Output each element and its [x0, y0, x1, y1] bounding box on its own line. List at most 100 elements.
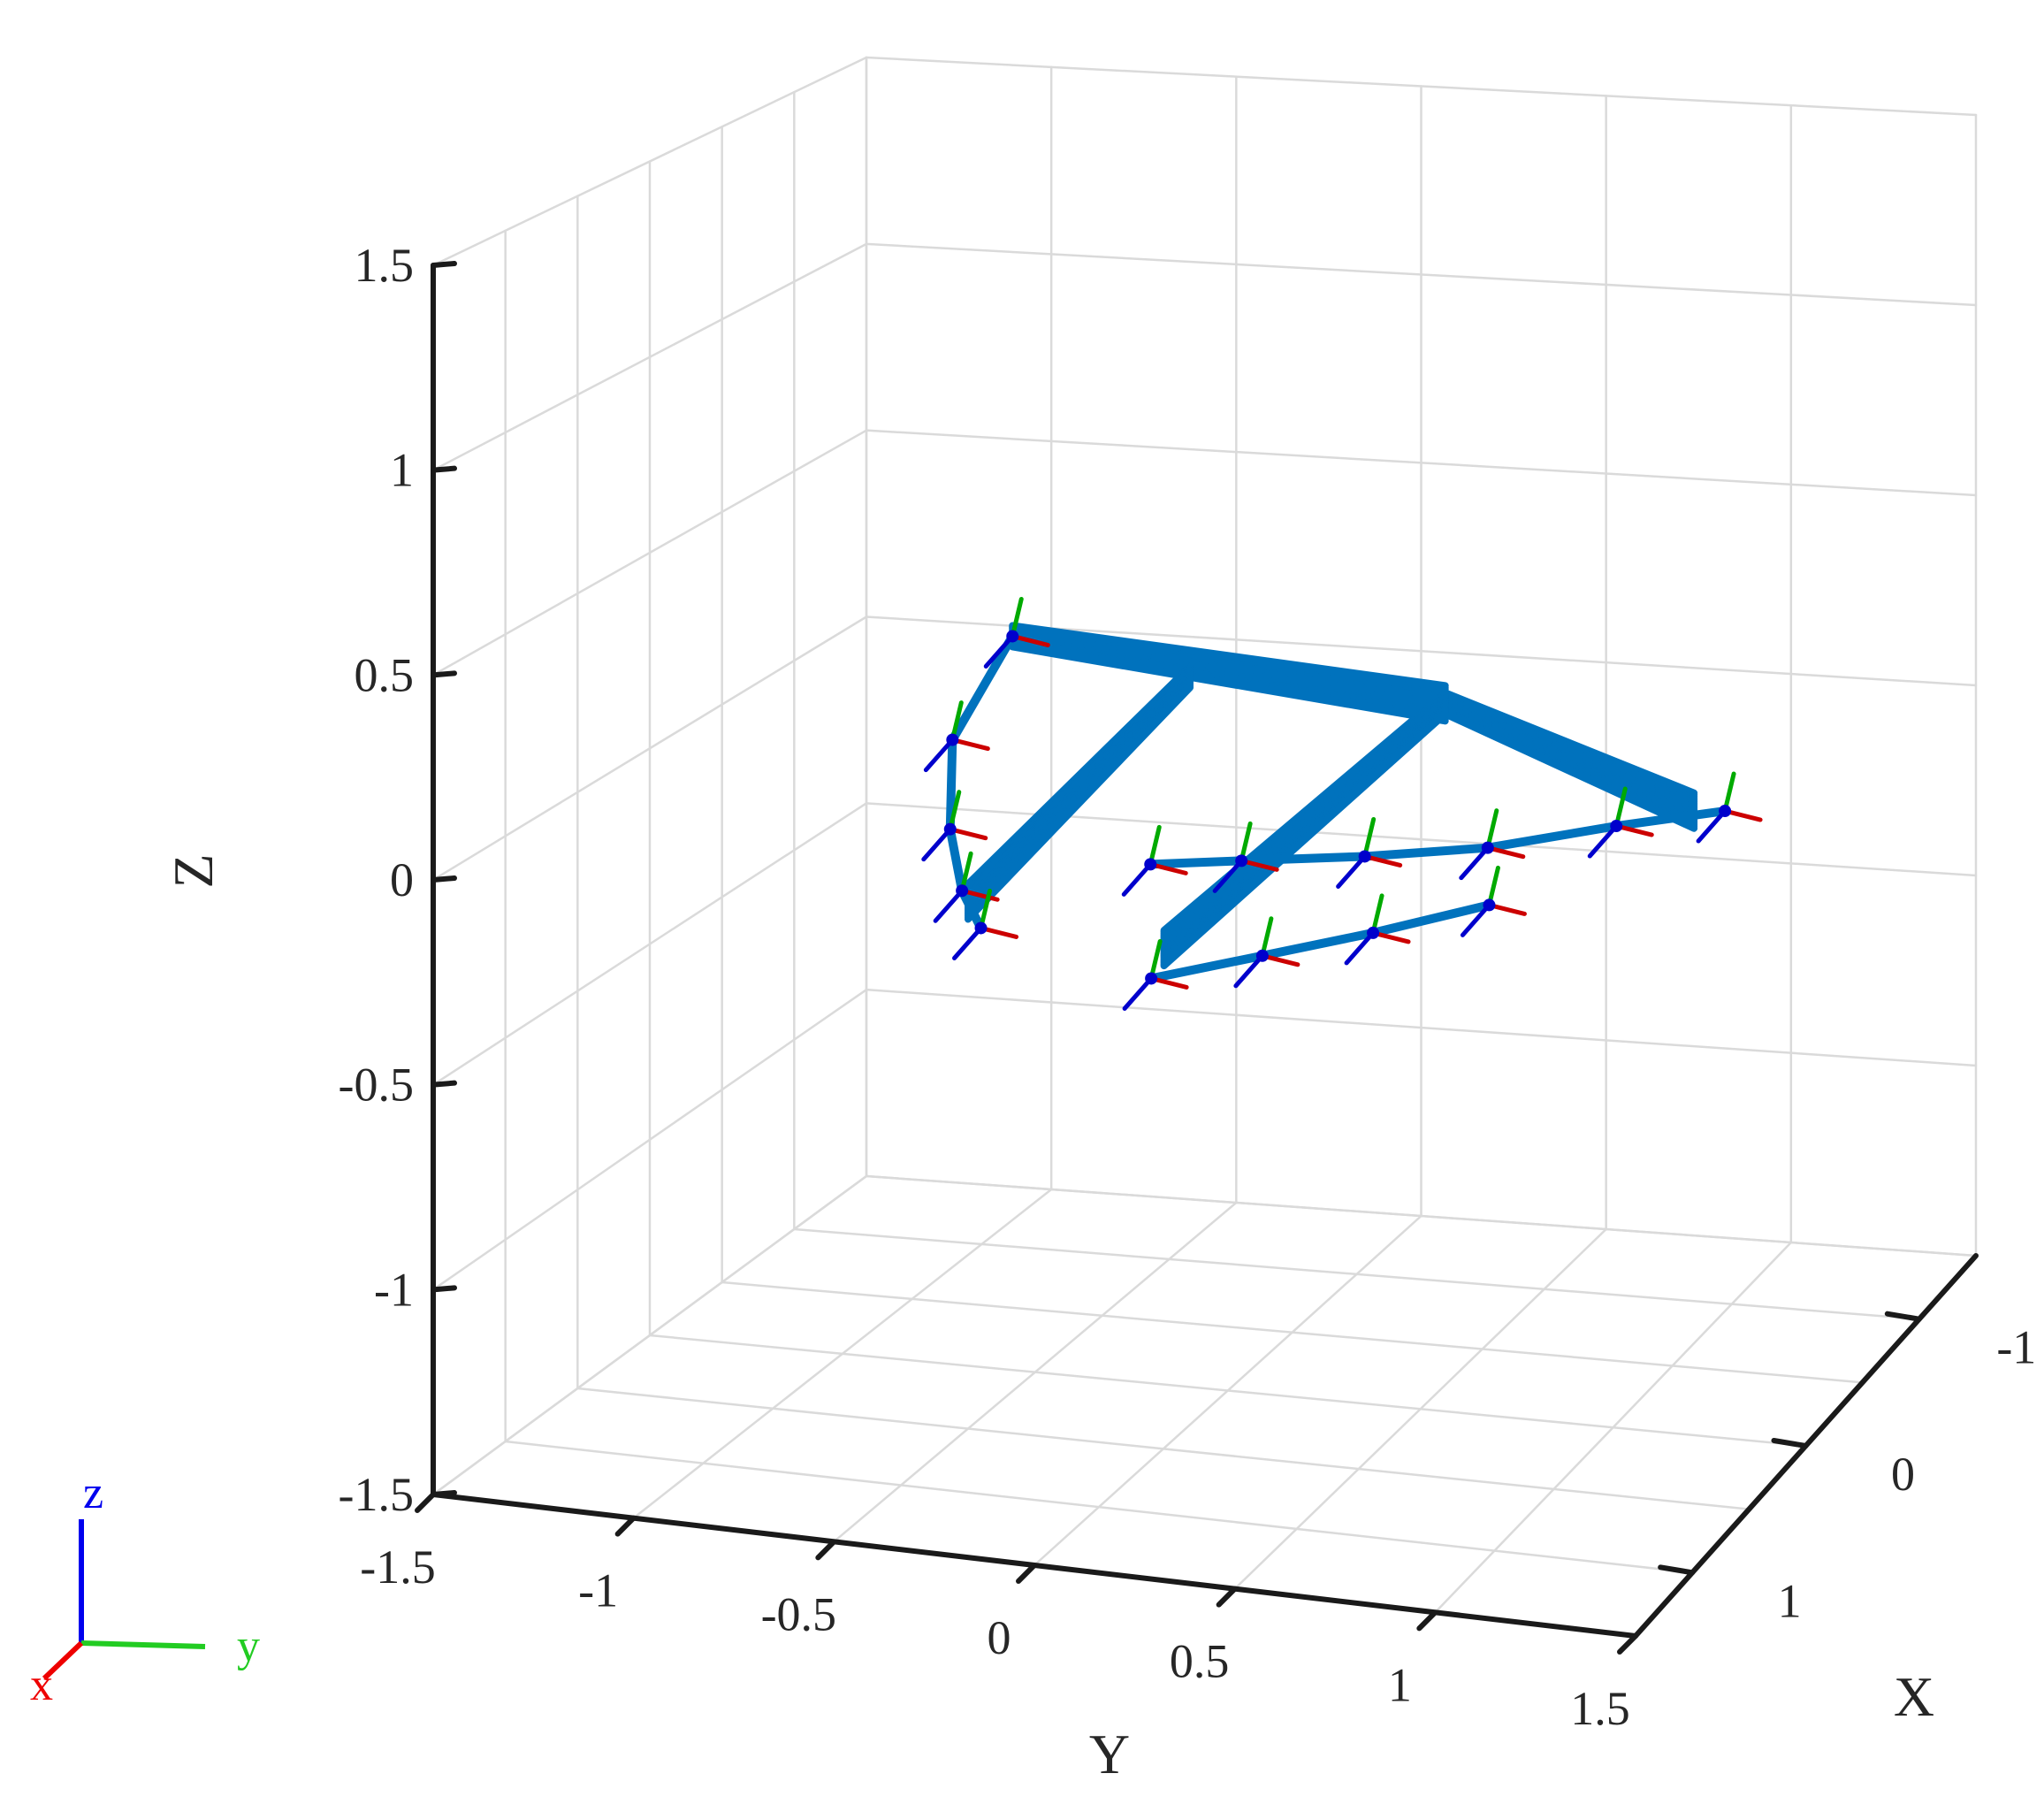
frame-y-axis — [948, 790, 962, 832]
y-tick — [614, 1515, 637, 1537]
trajectory-segment — [1483, 822, 1621, 852]
trajectory-segment — [1237, 852, 1369, 866]
y-tick — [415, 1492, 436, 1513]
frame-z-axis — [1212, 858, 1244, 893]
trajectory-point — [1006, 630, 1019, 643]
triad-y-label: y — [237, 1621, 260, 1671]
floor-gridline — [504, 1440, 1694, 1574]
frame-y-axis — [1722, 771, 1736, 814]
side-wall-gridline — [431, 802, 868, 1086]
z-tick-label: 0 — [390, 853, 414, 906]
trajectory-segment — [1612, 806, 1730, 831]
labels-layer: -1.5 -1 -0.5 0 0.5 1 1.5 -1 0 1 1.5 1 0.5 0 -0.5 -1 -1.5… — [162, 239, 2036, 1785]
trajectory-point — [1610, 820, 1623, 833]
frame-z-axis — [921, 827, 953, 862]
y-tick-label: -1 — [578, 1564, 618, 1617]
frame-z-axis — [983, 633, 1015, 669]
z-tick-label: -0.5 — [339, 1059, 414, 1112]
trajectory-point — [1145, 972, 1158, 985]
frame-y-axis — [979, 888, 993, 930]
frame-y-axis — [1010, 596, 1024, 638]
grid-layer — [431, 56, 1978, 1638]
z-tick — [431, 465, 457, 473]
trajectory-point — [1483, 898, 1496, 912]
y-tick-label: 1 — [1388, 1658, 1412, 1711]
z-tick — [431, 261, 457, 268]
frame-y-axis — [1486, 865, 1500, 907]
y-tick-label: 1.5 — [1570, 1682, 1630, 1735]
trajectory-segment — [948, 631, 1018, 745]
trajectory-segment — [945, 735, 957, 834]
trajectory-segment — [945, 824, 967, 896]
frame-y-axis — [1239, 821, 1253, 863]
trajectory-segment — [1360, 843, 1492, 861]
z-axis-title: Z — [162, 853, 225, 888]
frame-y-axis — [950, 700, 964, 743]
robot-link — [965, 684, 1194, 923]
frame-y-axis — [1370, 893, 1384, 936]
side-wall-gridline — [431, 56, 868, 267]
frame-z-axis — [1696, 808, 1727, 844]
z-tick-label: -1.5 — [339, 1468, 414, 1521]
frame-z-axis — [1122, 975, 1154, 1011]
trajectory-layer — [921, 596, 1763, 1011]
y-tick — [1416, 1609, 1438, 1632]
x-tick-label: 1 — [1778, 1574, 1802, 1627]
frame-y-axis — [1260, 916, 1274, 959]
floor-gridline — [793, 1227, 1921, 1320]
y-axis-title: Y — [1089, 1723, 1130, 1785]
z-tick-label: -1 — [374, 1263, 414, 1316]
frame-z-axis — [952, 925, 984, 960]
robot-link — [1441, 710, 1698, 832]
trajectory-point — [1235, 854, 1248, 868]
back-wall-gridline — [865, 56, 1978, 117]
x-axis-title: X — [1894, 1665, 1934, 1728]
z-tick — [431, 875, 457, 883]
y-tick — [1016, 1563, 1037, 1584]
trajectory-point — [1144, 858, 1157, 871]
z-tick-label: 1.5 — [355, 239, 415, 292]
y-tick — [1617, 1633, 1638, 1655]
floor-gridline — [721, 1280, 1864, 1384]
frame-y-axis — [1148, 938, 1163, 981]
trajectory-segment — [1257, 928, 1378, 960]
robot-link — [1160, 710, 1449, 970]
trajectory-point — [946, 733, 959, 746]
trajectory-point — [943, 822, 957, 836]
trajectory-segment — [957, 886, 986, 933]
z-tick-label: 1 — [390, 444, 414, 497]
z-tick-label: 0.5 — [355, 648, 415, 701]
trajectory-segment — [1146, 856, 1247, 869]
z-tick — [431, 1285, 457, 1293]
axes-layer — [415, 261, 1979, 1655]
x-tick — [1658, 1564, 1696, 1576]
y-tick-label: -0.5 — [761, 1587, 836, 1640]
side-wall-gridline — [431, 988, 868, 1291]
frame-z-axis — [933, 888, 965, 923]
frame-y-axis — [1485, 808, 1499, 851]
z-tick — [431, 1080, 457, 1088]
y-tick — [815, 1539, 837, 1561]
back-wall-gridline — [865, 988, 1978, 1067]
back-wall-gridline — [865, 1174, 1978, 1257]
trajectory-point — [956, 884, 969, 898]
trajectory-point — [1255, 949, 1269, 962]
floor-gridline — [648, 1334, 1807, 1448]
trajectory-point — [1358, 850, 1371, 863]
triad-z-label: z — [83, 1468, 103, 1518]
frame-y-axis — [1148, 824, 1162, 867]
side-wall-gridline — [431, 242, 868, 471]
trajectory-segment — [1147, 951, 1267, 983]
triad-x-label: x — [30, 1660, 53, 1710]
x-tick — [1771, 1438, 1809, 1449]
frame-z-axis — [1459, 845, 1491, 881]
frame-z-axis — [1344, 930, 1376, 966]
trajectory-point — [1367, 926, 1380, 939]
y-tick-label: 0 — [988, 1611, 1011, 1664]
frame-z-axis — [923, 738, 955, 773]
robot-link — [1009, 643, 1449, 725]
side-wall-gridline — [431, 429, 868, 676]
z-tick — [431, 670, 457, 678]
side-wall-gridline — [431, 615, 868, 882]
